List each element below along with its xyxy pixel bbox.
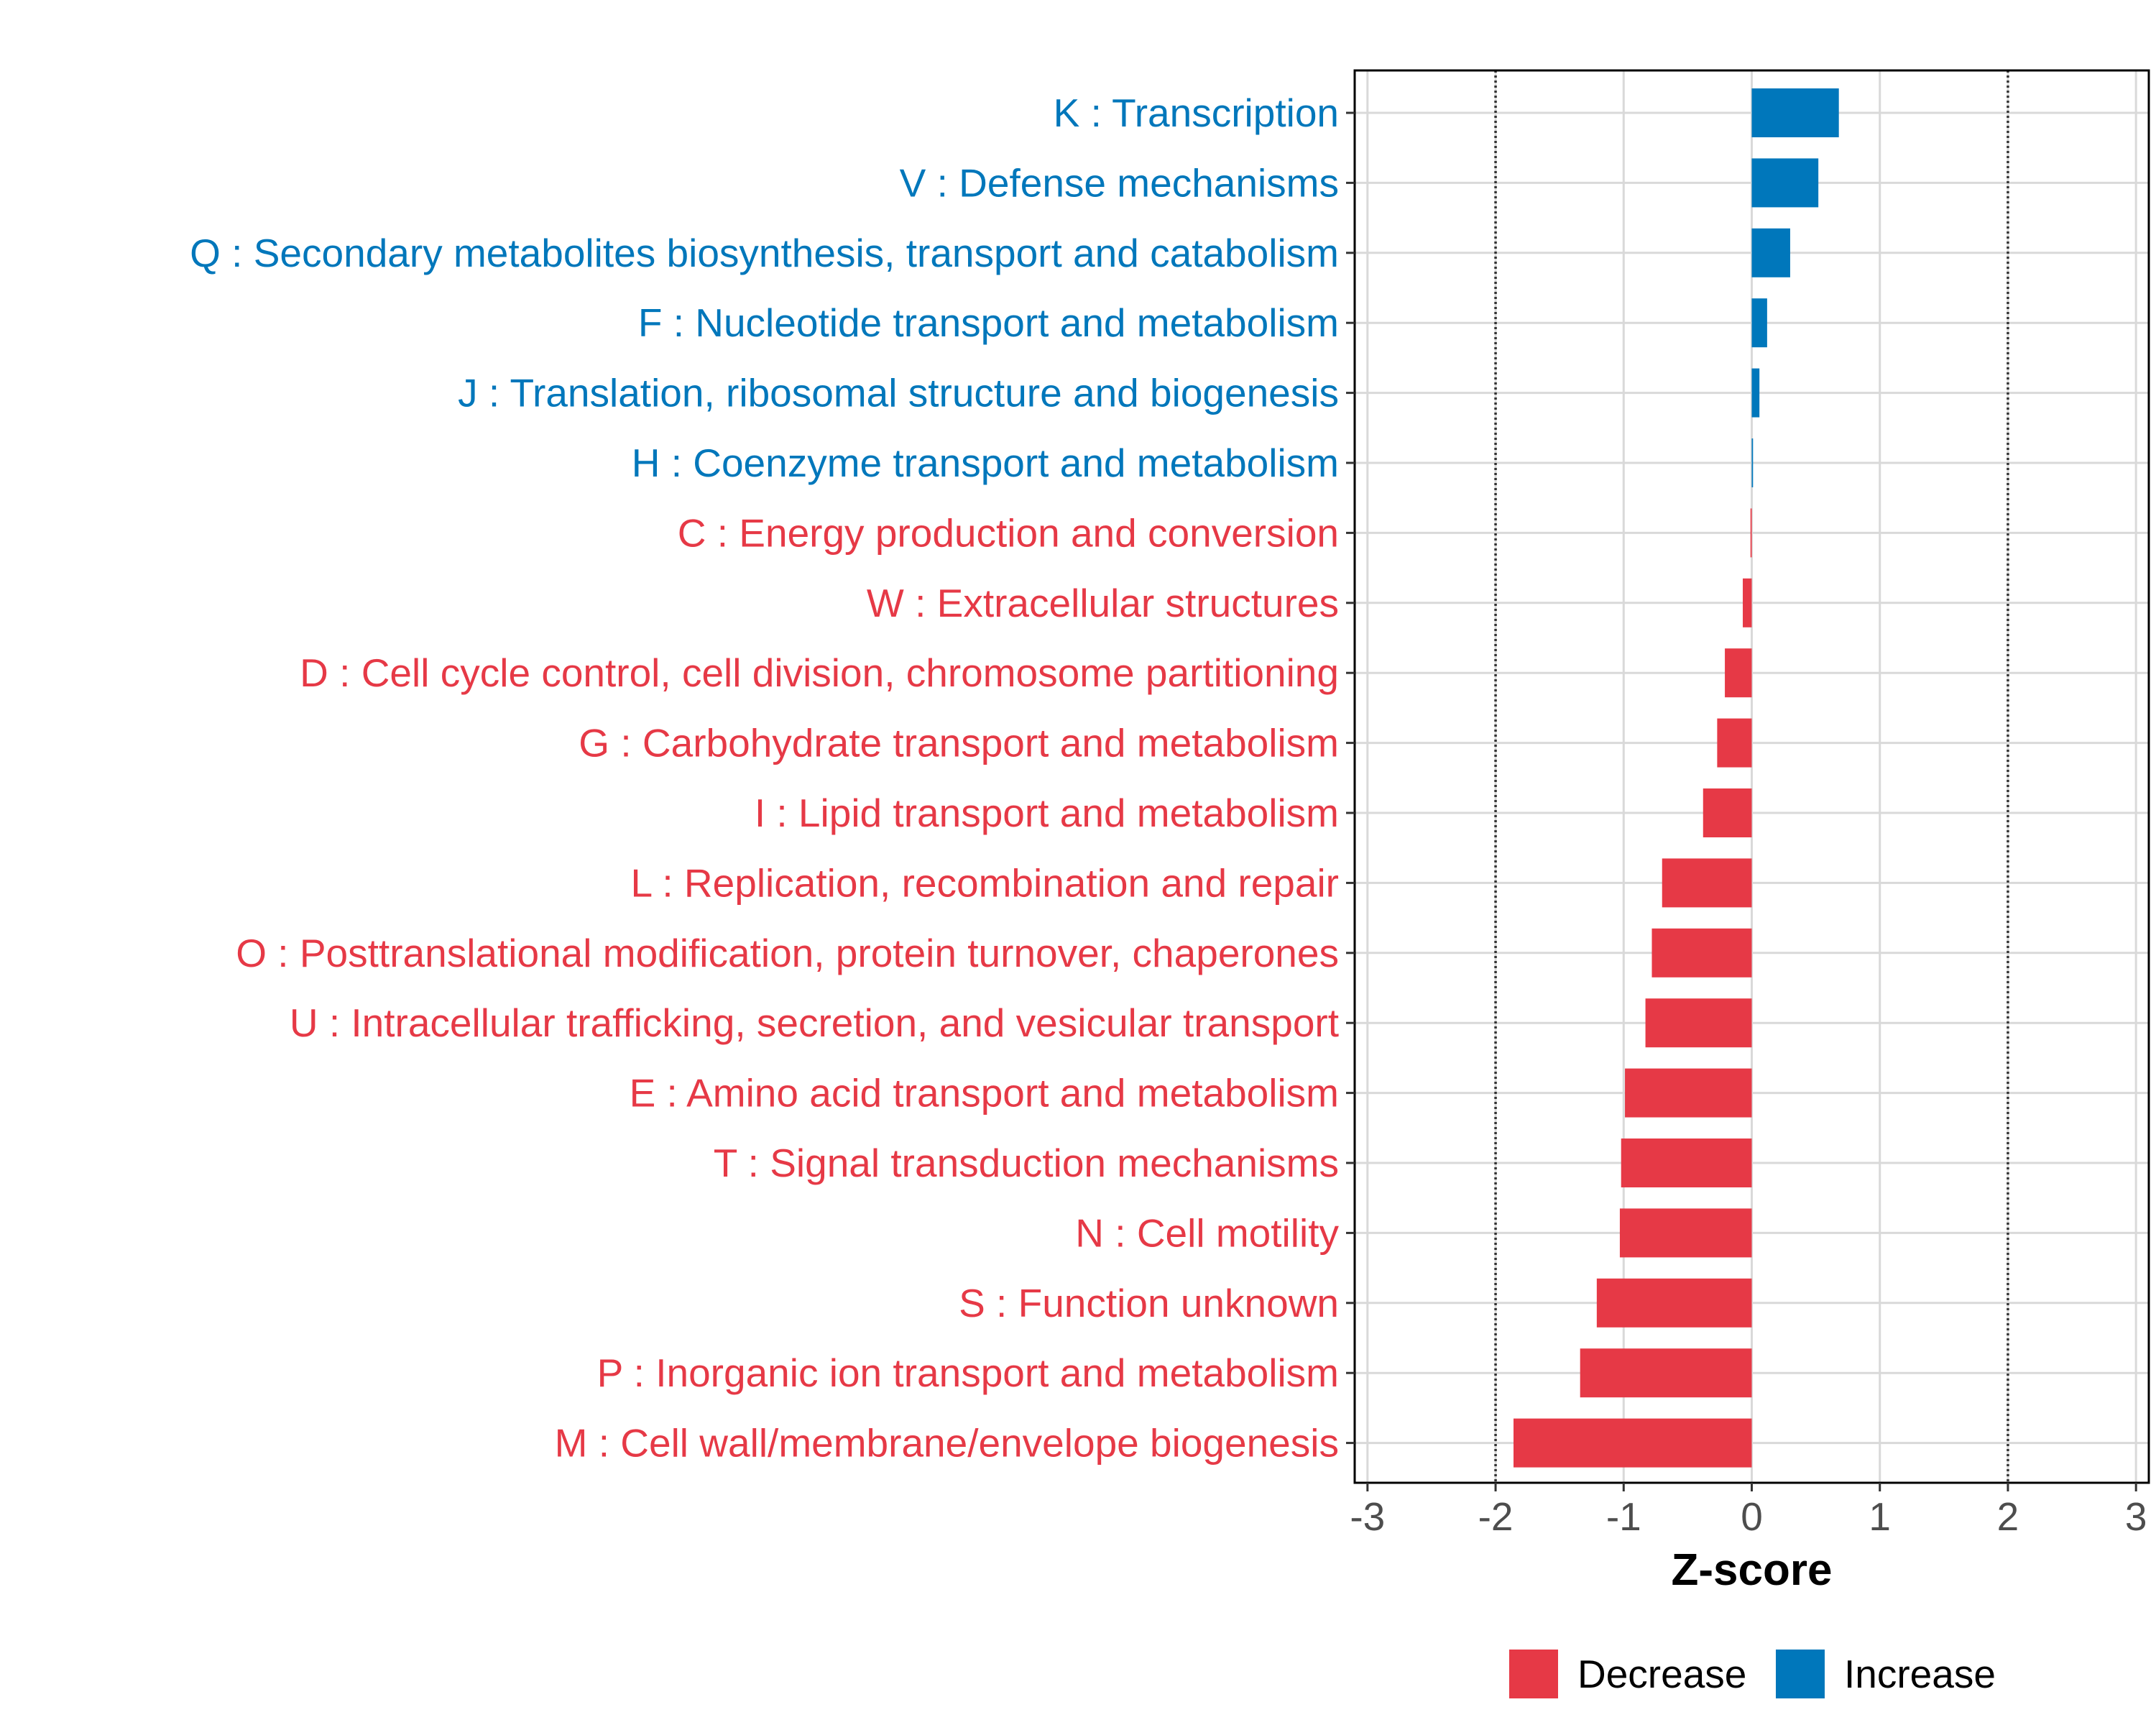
category-label: D : Cell cycle control, cell division, c… xyxy=(300,650,1339,695)
x-tick-label: 0 xyxy=(1741,1494,1763,1539)
category-label: H : Coenzyme transport and metabolism xyxy=(632,441,1339,485)
x-tick-label: -3 xyxy=(1350,1494,1385,1539)
x-tick-label: -1 xyxy=(1606,1494,1641,1539)
bar-l xyxy=(1662,858,1752,908)
legend-label-decrease: Decrease xyxy=(1577,1652,1746,1696)
x-tick-label: 3 xyxy=(2125,1494,2147,1539)
category-label: T : Signal transduction mechanisms xyxy=(714,1141,1339,1185)
x-axis-ticks: -3 -2 -1 0 1 2 3 xyxy=(1350,1483,2147,1539)
legend-swatch-increase xyxy=(1776,1650,1825,1698)
legend-swatch-decrease xyxy=(1509,1650,1558,1698)
category-label: K : Transcription xyxy=(1054,91,1339,135)
bar-t xyxy=(1621,1138,1752,1187)
category-labels: K : Transcription V : Defense mechanisms Q… xyxy=(190,91,1339,1466)
category-label: L : Replication, recombination and repai… xyxy=(631,860,1339,905)
category-label: C : Energy production and conversion xyxy=(678,510,1339,555)
category-label: E : Amino acid transport and metabolism xyxy=(630,1071,1339,1116)
bar-k xyxy=(1751,88,1839,137)
category-label: W : Extracellular structures xyxy=(867,581,1339,625)
legend: Decrease Increase xyxy=(1509,1650,1996,1698)
x-tick-label: 2 xyxy=(1997,1494,2019,1539)
bar-w xyxy=(1743,578,1752,627)
category-label: S : Function unknown xyxy=(959,1281,1339,1325)
bar-j xyxy=(1751,368,1760,418)
bar-d xyxy=(1725,648,1752,698)
bar-p xyxy=(1580,1348,1752,1398)
category-label: M : Cell wall/membrane/envelope biogenes… xyxy=(555,1421,1339,1466)
bar-c xyxy=(1750,508,1752,558)
category-label: P : Inorganic ion transport and metaboli… xyxy=(597,1351,1339,1395)
bar-o xyxy=(1651,928,1752,978)
category-label: N : Cell motility xyxy=(1075,1210,1339,1255)
bar-q xyxy=(1751,228,1790,277)
bar-h xyxy=(1751,438,1754,487)
category-label: V : Defense mechanisms xyxy=(900,160,1339,205)
category-label: O : Posttranslational modification, prot… xyxy=(236,931,1339,975)
category-label: Q : Secondary metabolites biosynthesis, … xyxy=(190,231,1339,275)
x-axis-title: Z-score xyxy=(1672,1545,1833,1595)
bars xyxy=(1514,88,1839,1468)
category-label: F : Nucleotide transport and metabolism xyxy=(638,300,1339,345)
x-tick-label: 1 xyxy=(1869,1494,1891,1539)
bar-i xyxy=(1703,788,1752,837)
category-label: J : Translation, ribosomal structure and… xyxy=(458,371,1339,415)
y-axis-ticks xyxy=(1346,111,1355,1445)
category-label: G : Carbohydrate transport and metabolis… xyxy=(579,721,1339,765)
bar-s xyxy=(1596,1278,1752,1328)
bar-v xyxy=(1751,158,1819,208)
bar-n xyxy=(1619,1208,1752,1258)
bar-m xyxy=(1514,1418,1752,1468)
x-tick-label: -2 xyxy=(1478,1494,1514,1539)
reference-lines xyxy=(1494,70,2009,1483)
bar-g xyxy=(1717,718,1752,768)
bar-u xyxy=(1645,998,1752,1048)
category-label: I : Lipid transport and metabolism xyxy=(755,791,1339,835)
bar-f xyxy=(1751,298,1767,348)
bar-e xyxy=(1625,1068,1752,1118)
legend-label-increase: Increase xyxy=(1844,1652,1996,1696)
category-label: U : Intracellular trafficking, secretion… xyxy=(290,1000,1339,1045)
